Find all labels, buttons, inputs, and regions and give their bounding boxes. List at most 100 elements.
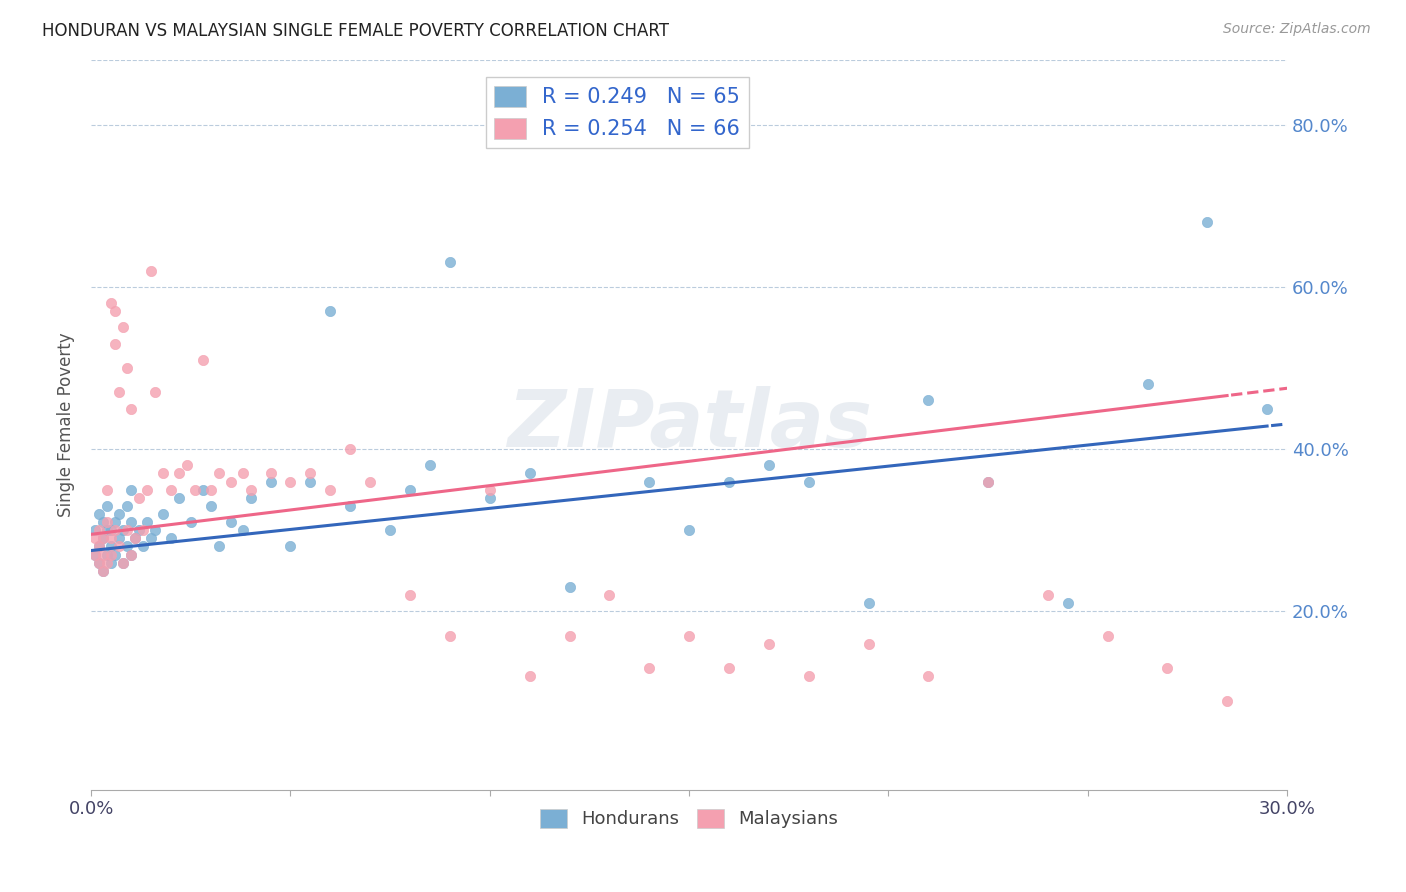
Point	[152, 467, 174, 481]
Point	[339, 499, 361, 513]
Text: Source: ZipAtlas.com: Source: ZipAtlas.com	[1223, 22, 1371, 37]
Point	[91, 532, 114, 546]
Point	[100, 556, 122, 570]
Point	[858, 637, 880, 651]
Point	[419, 458, 441, 473]
Point	[1156, 661, 1178, 675]
Point	[219, 475, 242, 489]
Point	[176, 458, 198, 473]
Point	[100, 532, 122, 546]
Point	[797, 669, 820, 683]
Point	[191, 483, 214, 497]
Point	[115, 499, 138, 513]
Point	[139, 532, 162, 546]
Point	[339, 442, 361, 456]
Point	[259, 475, 281, 489]
Point	[96, 523, 118, 537]
Point	[858, 596, 880, 610]
Point	[104, 515, 127, 529]
Point	[120, 548, 142, 562]
Point	[917, 393, 939, 408]
Point	[299, 475, 322, 489]
Point	[112, 320, 135, 334]
Legend: Hondurans, Malaysians: Hondurans, Malaysians	[533, 802, 846, 836]
Point	[136, 483, 159, 497]
Point	[160, 532, 183, 546]
Point	[84, 523, 107, 537]
Point	[91, 548, 114, 562]
Point	[139, 263, 162, 277]
Text: HONDURAN VS MALAYSIAN SINGLE FEMALE POVERTY CORRELATION CHART: HONDURAN VS MALAYSIAN SINGLE FEMALE POVE…	[42, 22, 669, 40]
Point	[104, 336, 127, 351]
Point	[124, 532, 146, 546]
Point	[108, 507, 131, 521]
Point	[89, 540, 111, 554]
Point	[104, 548, 127, 562]
Point	[115, 361, 138, 376]
Point	[319, 483, 342, 497]
Point	[132, 523, 155, 537]
Point	[89, 540, 111, 554]
Point	[84, 548, 107, 562]
Point	[100, 548, 122, 562]
Point	[439, 629, 461, 643]
Point	[108, 385, 131, 400]
Point	[143, 523, 166, 537]
Point	[184, 483, 207, 497]
Point	[319, 304, 342, 318]
Point	[128, 523, 150, 537]
Point	[439, 255, 461, 269]
Point	[917, 669, 939, 683]
Point	[399, 483, 422, 497]
Point	[1097, 629, 1119, 643]
Point	[160, 483, 183, 497]
Point	[89, 507, 111, 521]
Point	[299, 467, 322, 481]
Point	[259, 467, 281, 481]
Point	[89, 523, 111, 537]
Point	[519, 467, 541, 481]
Point	[104, 304, 127, 318]
Point	[84, 548, 107, 562]
Point	[558, 629, 581, 643]
Point	[167, 491, 190, 505]
Point	[108, 540, 131, 554]
Point	[1216, 693, 1239, 707]
Point	[91, 532, 114, 546]
Point	[1056, 596, 1078, 610]
Point	[678, 629, 700, 643]
Point	[717, 475, 740, 489]
Point	[399, 588, 422, 602]
Point	[478, 491, 501, 505]
Point	[128, 491, 150, 505]
Point	[598, 588, 620, 602]
Point	[91, 564, 114, 578]
Point	[200, 499, 222, 513]
Point	[359, 475, 381, 489]
Point	[120, 483, 142, 497]
Point	[112, 556, 135, 570]
Point	[977, 475, 1000, 489]
Point	[100, 523, 122, 537]
Point	[136, 515, 159, 529]
Point	[280, 540, 302, 554]
Point	[239, 483, 262, 497]
Point	[96, 548, 118, 562]
Point	[378, 523, 401, 537]
Point	[112, 556, 135, 570]
Point	[124, 532, 146, 546]
Point	[132, 540, 155, 554]
Point	[167, 467, 190, 481]
Point	[84, 532, 107, 546]
Y-axis label: Single Female Poverty: Single Female Poverty	[58, 333, 75, 517]
Point	[717, 661, 740, 675]
Point	[96, 483, 118, 497]
Point	[1136, 377, 1159, 392]
Point	[112, 523, 135, 537]
Point	[120, 515, 142, 529]
Point	[208, 467, 231, 481]
Point	[678, 523, 700, 537]
Point	[191, 352, 214, 367]
Point	[977, 475, 1000, 489]
Point	[100, 296, 122, 310]
